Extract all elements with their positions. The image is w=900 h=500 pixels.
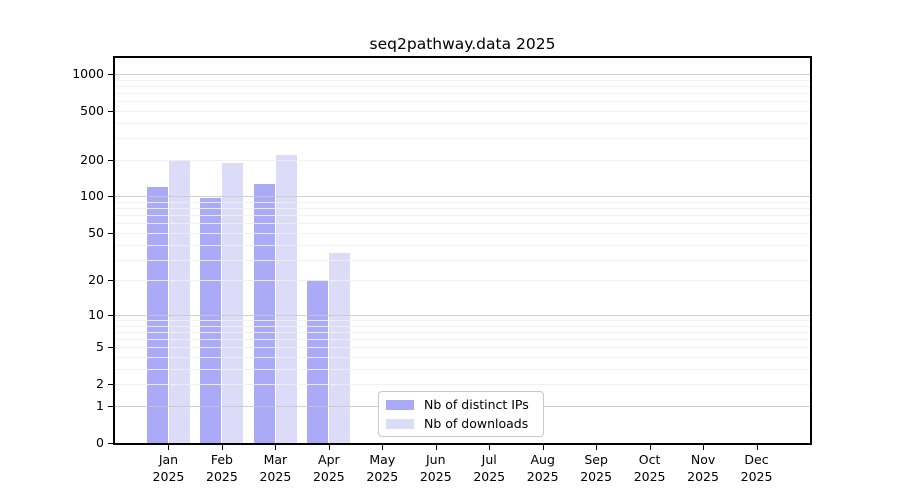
gridline-minor-400 <box>115 122 810 124</box>
y-tick-label-10: 10 <box>88 306 104 322</box>
x-tick-mark-jun <box>435 445 437 450</box>
y-tick-mark-0 <box>108 443 113 444</box>
gridline-minor-600 <box>115 101 810 103</box>
y-tick-label-200: 200 <box>80 151 104 167</box>
x-tick-label-apr: Apr 2025 <box>312 452 345 484</box>
bar-jan-2025-downloads <box>168 159 190 443</box>
y-tick-label-0: 0 <box>96 435 104 450</box>
y-tick-mark-5 <box>108 347 113 349</box>
y-tick-mark-1 <box>108 405 113 407</box>
x-tick-label-feb: Feb 2025 <box>206 452 238 484</box>
y-tick-label-1: 1 <box>96 397 104 413</box>
legend-label-distinct-ips: Nb of distinct IPs <box>424 397 529 412</box>
y-tick-mark-2 <box>108 384 113 386</box>
legend: Nb of distinct IPs Nb of downloads <box>378 391 544 437</box>
gridline-minor-2 <box>115 384 810 386</box>
gridline-minor-90 <box>115 202 810 204</box>
gridline-major-1000 <box>115 73 810 75</box>
legend-label-downloads: Nb of downloads <box>424 416 529 431</box>
y-tick-label-1000: 1000 <box>72 65 104 81</box>
x-tick-mark-aug <box>542 445 544 450</box>
x-tick-label-nov: Nov 2025 <box>687 452 719 484</box>
y-tick-mark-20 <box>108 280 113 282</box>
gridline-minor-9 <box>115 320 810 321</box>
x-tick-mark-mar <box>275 445 277 450</box>
gridline-major-100 <box>115 196 810 198</box>
y-tick-mark-200 <box>108 159 113 161</box>
legend-item-distinct-ips: Nb of distinct IPs <box>386 397 535 412</box>
plot-area <box>115 58 810 443</box>
y-tick-mark-10 <box>108 314 113 316</box>
x-tick-label-may: May 2025 <box>366 452 399 484</box>
legend-item-downloads: Nb of downloads <box>386 416 535 431</box>
gridline-minor-30 <box>115 259 810 261</box>
y-tick-label-500: 500 <box>80 102 104 118</box>
gridline-minor-5 <box>115 347 810 349</box>
x-tick-mark-nov <box>703 445 705 450</box>
x-tick-mark-may <box>382 445 384 450</box>
x-tick-mark-apr <box>328 445 330 450</box>
gridline-minor-7 <box>115 331 810 333</box>
y-tick-mark-50 <box>108 232 113 234</box>
x-tick-mark-dec <box>756 445 758 450</box>
gridline-minor-60 <box>115 223 810 225</box>
legend-swatch-downloads <box>386 418 414 429</box>
x-tick-label-oct: Oct 2025 <box>633 452 666 484</box>
bar-apr-2025-distinct-ips <box>307 280 329 443</box>
y-tick-mark-100 <box>108 196 113 198</box>
gridline-minor-200 <box>115 159 810 161</box>
x-tick-label-sep: Sep 2025 <box>580 452 613 484</box>
gridline-minor-20 <box>115 280 810 282</box>
gridline-major-10 <box>115 314 810 316</box>
x-tick-label-jun: Jun 2025 <box>419 452 452 484</box>
gridline-minor-50 <box>115 232 810 234</box>
gridline-minor-8 <box>115 325 810 327</box>
gridline-minor-6 <box>115 339 810 341</box>
x-tick-label-dec: Dec 2025 <box>740 452 773 484</box>
x-tick-mark-oct <box>649 445 651 450</box>
gridline-minor-80 <box>115 208 810 210</box>
x-tick-mark-feb <box>221 445 223 450</box>
legend-swatch-distinct-ips <box>386 399 414 410</box>
x-tick-label-jul: Jul 2025 <box>473 452 506 484</box>
bar-feb-2025-downloads <box>222 163 244 443</box>
y-tick-label-100: 100 <box>80 188 104 204</box>
chart-title: seq2pathway.data 2025 <box>369 35 556 53</box>
gridline-minor-700 <box>115 92 810 94</box>
x-tick-mark-sep <box>596 445 598 450</box>
x-tick-label-aug: Aug 2025 <box>526 452 559 484</box>
x-tick-mark-jan <box>168 445 170 450</box>
gridline-minor-3 <box>115 368 810 370</box>
y-tick-label-20: 20 <box>88 272 104 288</box>
gridline-minor-500 <box>115 110 810 112</box>
x-tick-label-mar: Mar 2025 <box>259 452 292 484</box>
gridline-minor-40 <box>115 244 810 246</box>
gridline-minor-300 <box>115 138 810 140</box>
bar-mar-2025-downloads <box>275 154 297 443</box>
gridline-minor-4 <box>115 357 810 359</box>
y-tick-label-5: 5 <box>96 339 104 355</box>
x-tick-mark-jul <box>489 445 491 450</box>
gridline-minor-70 <box>115 215 810 217</box>
bar-mar-2025-distinct-ips <box>253 184 275 443</box>
y-tick-label-50: 50 <box>88 224 104 240</box>
x-tick-label-jan: Jan 2025 <box>152 452 185 484</box>
y-tick-label-2: 2 <box>96 376 104 392</box>
gridline-minor-900 <box>115 79 810 81</box>
gridline-minor-800 <box>115 85 810 87</box>
y-tick-mark-500 <box>108 110 113 112</box>
y-tick-mark-1000 <box>108 73 113 75</box>
